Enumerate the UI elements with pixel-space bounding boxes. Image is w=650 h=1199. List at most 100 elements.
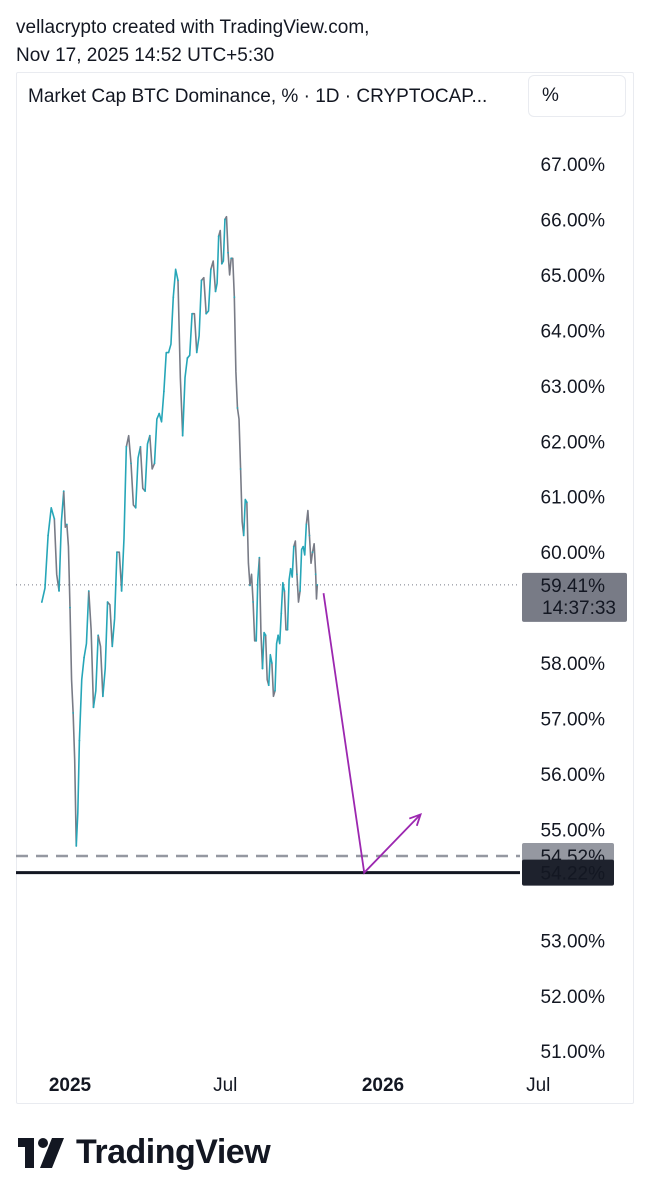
price-point (236, 407, 239, 409)
price-segment (53, 518, 60, 592)
chart-header: vellacrypto created with TradingView.com… (16, 14, 369, 70)
price-segment (293, 540, 298, 575)
y-tick-label: 57.00% (541, 710, 606, 731)
price-segment (296, 574, 301, 603)
price-segment (83, 590, 90, 658)
price-point (130, 462, 132, 465)
price-point (311, 551, 314, 554)
price-segment (149, 435, 156, 470)
price-point (172, 296, 175, 298)
price-segment (195, 280, 203, 353)
author-line: vellacrypto created with TradingView.com… (16, 17, 370, 38)
price-point (148, 434, 151, 437)
price-point (296, 573, 298, 576)
price-point (191, 312, 193, 315)
price-point (58, 590, 60, 592)
percent-scale-button[interactable]: % (528, 75, 626, 117)
price-point (134, 506, 137, 509)
x-tick-label: 2025 (49, 1075, 92, 1096)
symbol-label[interactable]: Market Cap BTC Dominance, % · 1D · CRYPT… (28, 86, 488, 107)
price-segment (58, 491, 65, 591)
price-point (255, 639, 258, 642)
price-segment (172, 268, 179, 298)
price-segment (302, 524, 308, 556)
price-point (101, 695, 104, 698)
price-point (139, 445, 142, 448)
price-segment (47, 506, 56, 536)
y-tick-label: 60.00% (541, 543, 606, 564)
projection-arrowhead (408, 812, 422, 827)
y-tick-label: 65.00% (541, 266, 606, 287)
current-price-label: 59.41% (541, 576, 606, 597)
price-point (283, 590, 286, 592)
price-point (227, 251, 229, 254)
price-point (181, 434, 184, 437)
support-level-label: 54.22% (541, 864, 606, 885)
price-point (302, 545, 305, 548)
price-segment (210, 260, 217, 292)
x-tick-label: Jul (213, 1075, 237, 1096)
price-point (72, 712, 75, 714)
price-point (274, 689, 276, 692)
price-point (62, 490, 65, 493)
price-point (305, 523, 308, 526)
price-point (97, 634, 100, 637)
price-segment (267, 653, 273, 686)
price-segment (153, 413, 160, 464)
price-segment (205, 269, 212, 315)
price-point (78, 739, 81, 742)
price-segment (186, 313, 193, 359)
price-segment (192, 312, 198, 353)
price-point (292, 545, 295, 548)
projection-arrow[interactable] (322, 593, 422, 875)
price-segment (158, 391, 165, 423)
price-point (205, 312, 208, 315)
price-segment (274, 635, 279, 691)
price-point (106, 601, 109, 603)
price-segment (289, 546, 295, 578)
price-point (286, 628, 289, 631)
price-point (224, 218, 226, 221)
price-segment (233, 297, 239, 409)
price-segment (224, 215, 229, 253)
price-segment (134, 446, 142, 508)
price-segment (261, 631, 267, 669)
price-segment (200, 276, 207, 314)
price-point (209, 268, 212, 271)
price-point (258, 556, 261, 559)
price-point (92, 706, 95, 709)
price-segment (264, 635, 270, 686)
price-segment (130, 463, 137, 509)
price-point (116, 551, 118, 554)
price-point (264, 634, 267, 637)
y-tick-label: 58.00% (541, 654, 606, 675)
price-point (252, 601, 255, 603)
price-segment (239, 468, 245, 536)
price-point (267, 684, 270, 687)
price-point (144, 490, 147, 493)
y-tick-label: 61.00% (541, 488, 606, 509)
price-segment (271, 663, 276, 698)
price-segment (163, 351, 169, 392)
price-point (280, 612, 283, 615)
price-segment (299, 546, 304, 591)
price-point (299, 590, 301, 592)
price-segment (111, 552, 118, 647)
price-segment (78, 657, 85, 741)
price-segment (66, 524, 71, 608)
price-point (242, 534, 245, 537)
price-point (83, 656, 85, 659)
price-segment (87, 590, 95, 708)
price-point (53, 517, 56, 520)
price-segment (258, 557, 264, 669)
price-point (195, 351, 198, 354)
y-tick-label: 56.00% (541, 765, 606, 786)
y-tick-label: 64.00% (541, 321, 606, 342)
y-tick-label: 52.00% (541, 987, 606, 1008)
price-point (214, 290, 217, 293)
price-point (245, 501, 248, 504)
price-segment (102, 602, 109, 697)
price-point (308, 534, 311, 537)
price-point (186, 357, 189, 359)
